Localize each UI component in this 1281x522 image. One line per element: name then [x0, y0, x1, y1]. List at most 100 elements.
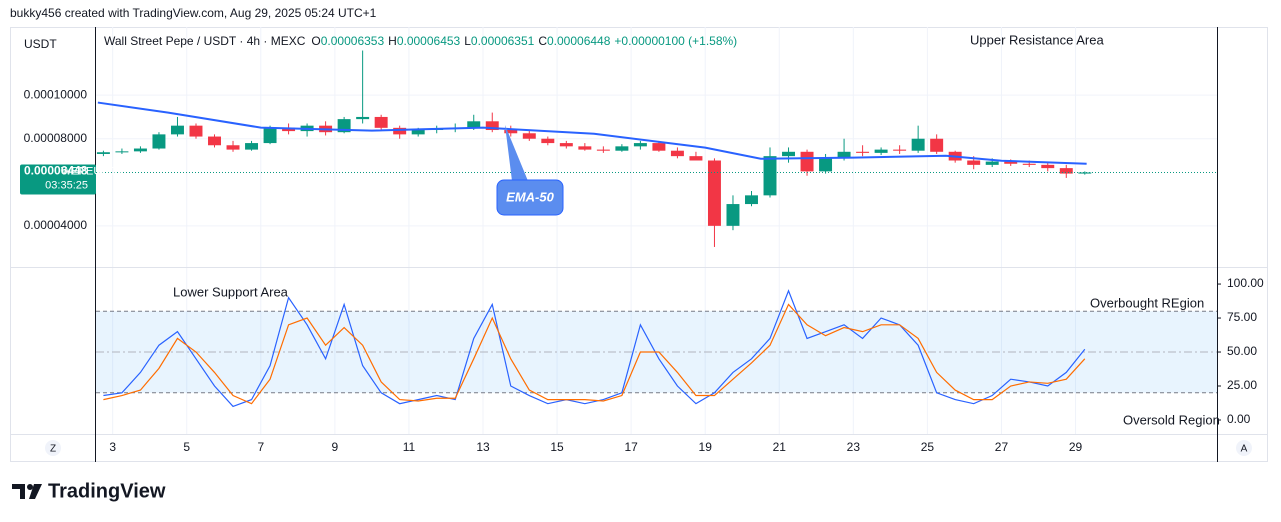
candle-body — [411, 130, 425, 135]
y-tick-label: 50.00 — [1227, 344, 1257, 358]
y-tick-label: 0.00008000 — [24, 131, 88, 145]
candle-body — [782, 151, 796, 157]
candle-body — [467, 121, 481, 128]
annotation: Upper Resistance Area — [970, 32, 1104, 47]
x-tick-label: 9 — [332, 440, 339, 454]
candle-body — [707, 160, 721, 226]
x-tick-label: 19 — [699, 440, 713, 454]
axis-button[interactable] — [45, 440, 61, 456]
last-price-label: 0.00006448 — [24, 164, 88, 178]
candle-body — [356, 116, 370, 120]
x-tick-label: 7 — [257, 440, 264, 454]
y-tick-label: 0.00004000 — [24, 218, 88, 232]
grid-layer — [96, 27, 1217, 434]
candle-body — [1022, 163, 1036, 165]
callout-pointer — [505, 125, 528, 181]
annotation: Oversold Region — [1123, 412, 1220, 427]
candle-body — [670, 150, 684, 157]
candle-body — [893, 149, 907, 151]
candle-body — [633, 143, 647, 147]
candle-body — [245, 143, 259, 150]
candle-body — [522, 133, 536, 139]
candle-body — [1041, 164, 1055, 169]
candle-body — [485, 121, 499, 131]
candle-body — [208, 136, 221, 146]
change: +0.00000100 (+1.58%) — [614, 34, 737, 48]
ohlc-label: O — [311, 34, 320, 48]
ohlc-label: C — [538, 34, 547, 48]
candle-body — [1059, 168, 1073, 174]
annotation: Lower Support Area — [173, 284, 289, 299]
y-tick-label: 0.00010000 — [24, 87, 88, 101]
ohlc-value: 0.00006351 — [471, 34, 535, 48]
logo-shape — [27, 484, 33, 490]
candle-body — [504, 130, 518, 134]
candle-body — [263, 127, 277, 144]
x-tick-label: 5 — [183, 440, 190, 454]
candle-body — [152, 134, 166, 149]
candle-body — [763, 156, 777, 196]
ema-label: EMA-50 — [506, 189, 554, 204]
candle-body — [930, 138, 944, 152]
brand-logo — [12, 484, 42, 499]
candle-body — [689, 156, 703, 161]
x-tick-label: 17 — [624, 440, 638, 454]
x-tick-label: 21 — [773, 440, 787, 454]
candle-body — [559, 143, 573, 147]
candle-body — [967, 160, 981, 165]
x-tick-label: 23 — [847, 440, 861, 454]
last-price-box — [20, 164, 96, 195]
countdown: 03:35:25 — [45, 179, 88, 191]
candle-body — [911, 138, 925, 151]
axis-button-label[interactable]: Z — [50, 444, 56, 455]
candle-body — [985, 161, 999, 165]
candle-body — [1078, 172, 1092, 174]
ohlc-value: 0.00006353 — [321, 34, 385, 48]
candle-body — [541, 138, 555, 144]
x-tick-label: 13 — [476, 440, 490, 454]
candle-body — [837, 151, 851, 159]
candle-body — [282, 127, 296, 132]
x-tick-label: 3 — [109, 440, 116, 454]
mark-layer — [96, 50, 1217, 408]
ohlc-value: 0.00006448 — [547, 34, 611, 48]
ohlc-value: 0.00006453 — [397, 34, 461, 48]
candle-body — [96, 152, 110, 154]
candle-body — [874, 149, 888, 153]
annotation: Overbought REgion — [1090, 295, 1204, 310]
symbol-legend: Wall Street Pepe / USDT · 4h · MEXC O0.00… — [104, 34, 737, 48]
x-tick-label: 15 — [550, 440, 564, 454]
ema-line — [97, 101, 1087, 165]
callout-box — [496, 179, 564, 216]
oscillator-line — [103, 289, 1086, 408]
candle-body — [800, 151, 814, 172]
candle-body — [578, 146, 592, 150]
oscillator-line — [103, 303, 1086, 405]
candle-body — [133, 148, 147, 152]
axis-button[interactable] — [1236, 440, 1252, 456]
candle-body — [189, 125, 203, 137]
x-tick-label: 25 — [921, 440, 935, 454]
last-price-symbol: WEPEUSDT — [61, 165, 124, 177]
x-tick-label: 11 — [403, 440, 416, 454]
credit: bukky456 created with TradingView.com, A… — [10, 6, 377, 20]
candle-body — [374, 116, 388, 128]
candle-body — [596, 149, 610, 151]
candle-body — [115, 151, 129, 153]
ohlc-label: H — [388, 34, 397, 48]
axis-button-label[interactable]: A — [1241, 444, 1248, 455]
y-tick-label: 100.00 — [1227, 276, 1264, 290]
brand: TradingView — [48, 480, 166, 502]
candle-body — [745, 195, 758, 205]
ohlc-label: L — [464, 34, 471, 48]
currency: USDT — [24, 37, 57, 51]
candle-body — [819, 158, 833, 172]
candle-body — [652, 143, 666, 151]
candle-body — [170, 125, 184, 135]
x-tick-label: 27 — [995, 440, 1009, 454]
y-tick-label: 75.00 — [1227, 310, 1257, 324]
candle-body — [726, 204, 740, 226]
y-tick-label: 0.00 — [1227, 412, 1251, 426]
